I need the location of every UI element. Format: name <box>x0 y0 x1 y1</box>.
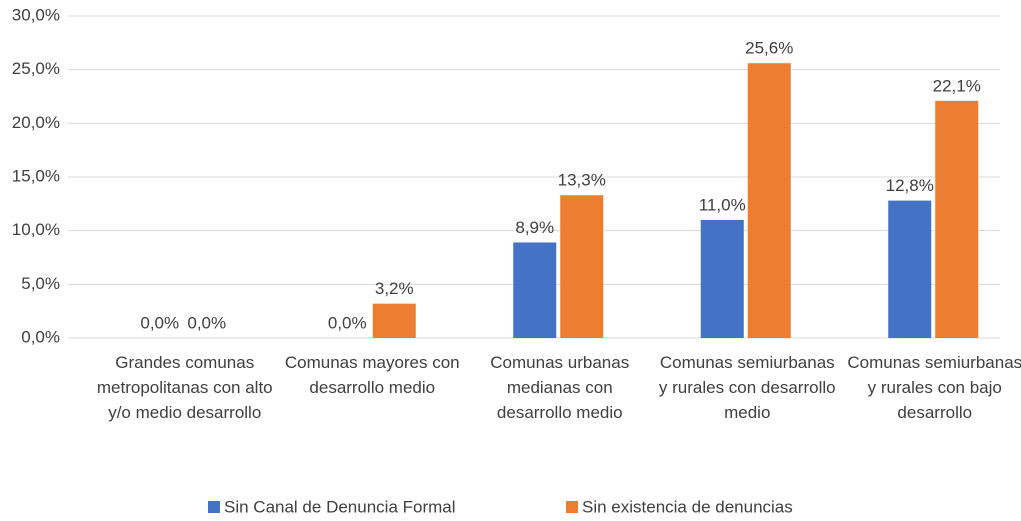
bar <box>888 200 932 338</box>
x-tick-label: Comunas semiurbanas y rurales con desarr… <box>658 353 836 422</box>
legend-swatch <box>566 501 578 513</box>
data-label: 25,6% <box>745 39 793 58</box>
data-label: 11,0% <box>699 195 746 214</box>
y-tick-label: 0,0% <box>21 327 60 346</box>
y-tick-label: 15,0% <box>12 166 60 185</box>
y-tick-label: 5,0% <box>21 274 60 293</box>
x-tick-label: Grandes comunas metropolitanas con alto … <box>96 353 273 422</box>
legend-label: Sin existencia de denuncias <box>582 497 793 516</box>
y-tick-label: 20,0% <box>12 113 60 132</box>
data-label: 0,0% <box>328 313 367 332</box>
y-tick-label: 30,0% <box>12 5 60 24</box>
data-label: 22,1% <box>933 76 981 95</box>
bar <box>935 100 979 338</box>
bar <box>747 63 791 339</box>
bar <box>513 242 557 338</box>
x-tick-label: Comunas urbanas medianas con desarrollo … <box>490 353 630 422</box>
data-label: 12,8% <box>886 176 934 195</box>
bar <box>560 195 604 338</box>
data-label: 13,3% <box>558 171 606 190</box>
legend-swatch <box>208 501 220 513</box>
y-tick-label: 25,0% <box>12 59 60 78</box>
data-label: 0,0% <box>140 313 179 332</box>
bar <box>372 303 416 338</box>
y-tick-label: 10,0% <box>12 220 60 239</box>
data-label: 0,0% <box>187 313 226 332</box>
data-label: 3,2% <box>375 279 414 298</box>
legend-label: Sin Canal de Denuncia Formal <box>224 497 456 516</box>
x-tick-label: Comunas mayores con desarrollo medio <box>284 353 460 397</box>
x-tick-label: Comunas semiurbanas y rurales con bajo d… <box>847 353 1021 422</box>
data-label: 8,9% <box>515 218 554 237</box>
bar <box>700 219 744 338</box>
